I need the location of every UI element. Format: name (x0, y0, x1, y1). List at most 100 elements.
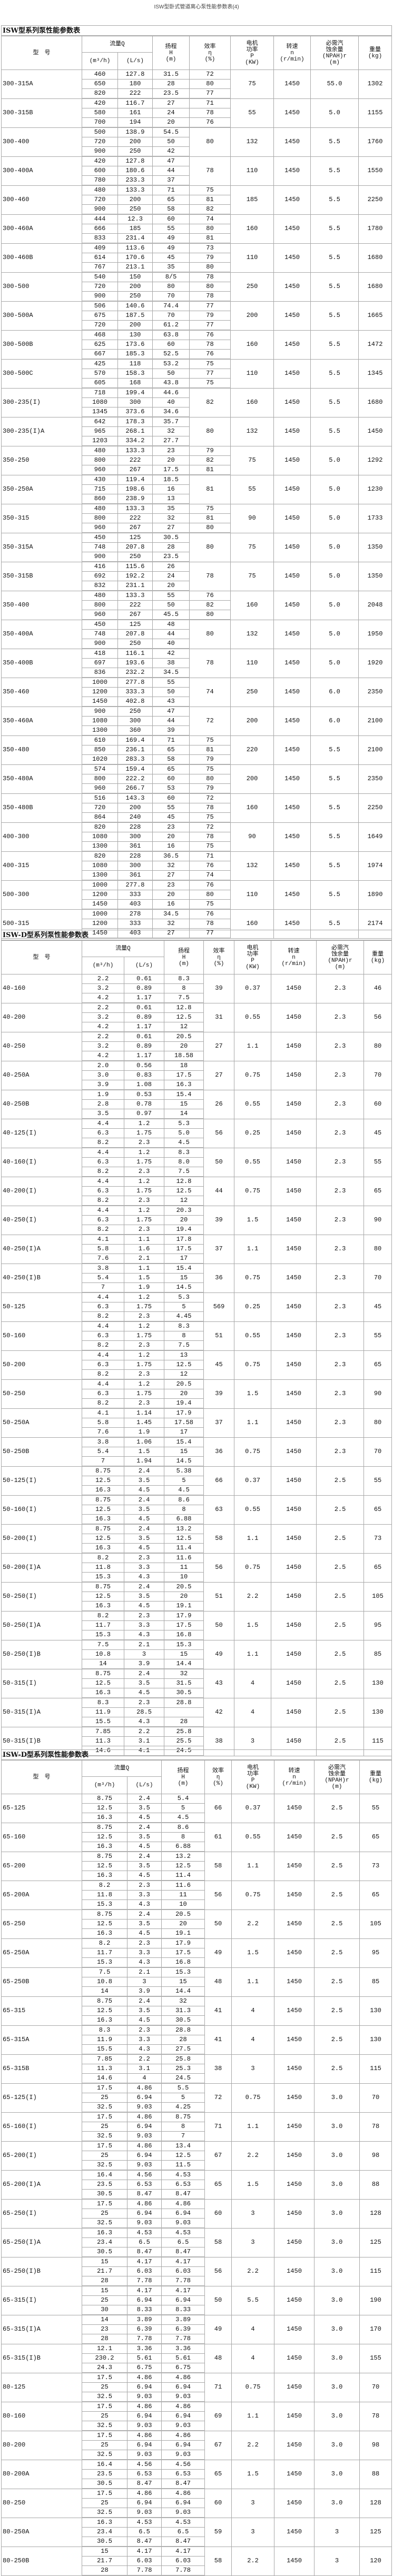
weight-cell: 105 (359, 1909, 392, 1939)
power-cell: 3 (231, 2517, 274, 2547)
npsh-cell: 5.5 (310, 214, 359, 244)
npsh-cell: 2.5 (316, 1610, 364, 1640)
model-name: 50-200(I)A (1, 1553, 82, 1583)
table-row: 28 7.78 7.78 (2, 2334, 392, 2344)
flow-ls-cell: 4.53 (127, 2227, 162, 2238)
flow-m3h-cell: 1080 (82, 716, 118, 726)
flow-ls-cell: 228 (117, 822, 153, 832)
flow-ls-cell: 133.3 (117, 445, 153, 456)
efficiency-cell: 76 (189, 590, 231, 601)
power-cell: 132 (230, 127, 274, 157)
header-power: 电机 功率 P (KW) (234, 940, 271, 974)
flow-ls-cell: 267 (117, 610, 153, 620)
flow-ls-cell: 0.61 (124, 1031, 164, 1042)
speed-cell: 1450 (271, 1639, 317, 1669)
flow-ls-cell: 4.5 (124, 1514, 164, 1525)
table-row: 50-250B 3.8 1.06 15.4 36 0.75 1450 2.3 70 (1, 1437, 392, 1467)
model-name: 40-125(I) (1, 1118, 82, 1148)
flow-m3h-cell: 6.3 (82, 1360, 124, 1370)
power-cell: 55 (230, 98, 274, 128)
flow-m3h-cell: 864 (82, 812, 118, 823)
flow-ls-cell: 3.9 (124, 1659, 164, 1669)
model-block: 400-315 820 228 36.5 71 132 1450 5.5 1974 1080 300… (1, 851, 392, 881)
npsh-cell: 2.5 (314, 1851, 360, 1881)
flow-ls-cell: 1.75 (124, 1302, 164, 1312)
weight-cell: 45 (363, 1118, 392, 1148)
head-cell: 27.5 (161, 2044, 205, 2055)
weight-cell: 1345 (358, 359, 392, 389)
flow-ls-cell: 1.75 (124, 1128, 164, 1138)
model-block: 50-250B 3.8 1.06 15.4 36 0.75 1450 2.3 70 5.4 1.5 1… (1, 1437, 392, 1467)
model-block: 50-250(I) 8.75 2.4 20.5 51 2.2 1450 2.5 105 12.5 3… (1, 1582, 392, 1612)
table-row: 40-250B 1.9 0.53 15.4 26 0.55 1450 2.3 60 (1, 1089, 392, 1119)
model-name: 300-500 (1, 272, 82, 302)
table-row: 300-460 480 133.3 71 75 185 1450 5.5 2250 (1, 185, 392, 215)
head-cell: 9.03 (161, 2218, 205, 2229)
model-name: 300-400A (1, 156, 82, 186)
flow-m3h-cell: 4.4 (82, 1292, 124, 1302)
table-row: 14.6 4 24.5 (2, 2073, 392, 2084)
efficiency-cell: 41 (204, 2025, 232, 2055)
head-cell: 60 (152, 774, 190, 784)
table-row: 860 238.9 13 (2, 494, 392, 504)
table-row: 12.5 3.5 12.5 (2, 1534, 392, 1544)
table-row: 400-300 820 228 23 72 90 1450 5.5 1649 (1, 822, 392, 852)
model-block: 350-480A 574 159.4 65 75 200 1450 5.5 2350 800 222… (1, 764, 392, 794)
header-speed-line: n (292, 954, 296, 961)
table-row: 1080 300 44 (2, 716, 392, 726)
model-name: 65-315(I)A (1, 2314, 82, 2344)
efficiency-cell: 71 (189, 98, 231, 108)
model-block: 80-200A 16.4 4.56 4.56 65 1.5 1450 3.0 88 23.5 6.5… (1, 2459, 392, 2489)
flow-ls-cell: 250 (117, 204, 153, 215)
speed-cell: 1450 (274, 1822, 315, 1852)
head-cell: 6.88 (161, 1842, 205, 1852)
efficiency-cell: 75 (189, 378, 231, 389)
flow-ls-cell: 361 (117, 841, 153, 852)
header-efficiency: 效率 η (%) (203, 940, 234, 974)
flow-ls-cell: 2.3 (124, 1167, 164, 1177)
flow-ls-cell: 361 (117, 870, 153, 881)
table-row: 40-125(I) 4.4 1.2 5.3 56 0.25 1450 2.3 45 (1, 1118, 392, 1148)
model-name: 50-250 (1, 1379, 82, 1409)
model-block: 65-250(I)A 16.3 4.53 4.53 58 3 1450 3.0 125 23.4 6… (1, 2227, 392, 2257)
power-cell: 3 (231, 2488, 274, 2518)
efficiency-cell: 78 (189, 108, 231, 118)
head-cell: 8 (161, 2122, 205, 2132)
efficiency-cell: 79 (189, 311, 231, 321)
head-cell: 4.5 (164, 1485, 204, 1496)
model-block: 80-125 17.5 4.86 4.86 71 0.75 1450 3.0 70 25 6.94 6… (1, 2372, 392, 2402)
speed-cell: 1450 (274, 2517, 315, 2547)
flow-ls-cell: 9.03 (127, 2392, 162, 2402)
flow-ls-cell: 193.6 (117, 658, 153, 668)
header-power-line: (KW) (245, 59, 259, 66)
model-name: 50-250B (1, 1437, 82, 1467)
flow-ls-cell: 0.53 (124, 1089, 164, 1100)
table-row: 25 6.94 6.94 (2, 2295, 392, 2305)
header-flow-m3h: (m³/h) (82, 1776, 127, 1794)
flow-m3h-cell: 30.5 (82, 2247, 127, 2257)
npsh-cell: 5.0 (310, 503, 359, 533)
flow-m3h-cell: 6.3 (82, 1331, 124, 1341)
speed-cell: 1450 (273, 793, 311, 823)
speed-cell: 1450 (271, 1292, 317, 1322)
weight-cell: 85 (363, 1639, 392, 1669)
efficiency-cell: 80 (189, 532, 231, 562)
table-row: 12.5 3.5 5 (2, 1803, 392, 1813)
speed-cell: 1450 (273, 301, 311, 331)
npsh-cell: 5.5 (310, 243, 359, 273)
flow-ls-cell: 3.5 (124, 1476, 164, 1486)
table-row: 6.3 1.75 20 (2, 1215, 392, 1225)
flow-m3h-cell: 11.3 (82, 1736, 124, 1746)
table-row: 748 207.8 28 (2, 542, 392, 552)
table-row: 6.3 1.75 8 (2, 1331, 392, 1341)
flow-m3h-cell: 8.75 (82, 1996, 127, 2006)
flow-ls-cell: 1.2 (124, 1176, 164, 1187)
flow-ls-cell: 5.61 (127, 2353, 162, 2363)
model-name: 300-235(I) (1, 387, 82, 417)
power-cell: 2.2 (231, 1909, 274, 1939)
speed-cell: 1450 (274, 2025, 315, 2055)
flow-ls-cell: 127.8 (117, 156, 153, 166)
table-row: 16.3 4.5 11.4 (2, 1543, 392, 1554)
head-cell: 6.94 (161, 2411, 205, 2421)
head-cell: 8.47 (161, 2189, 205, 2200)
